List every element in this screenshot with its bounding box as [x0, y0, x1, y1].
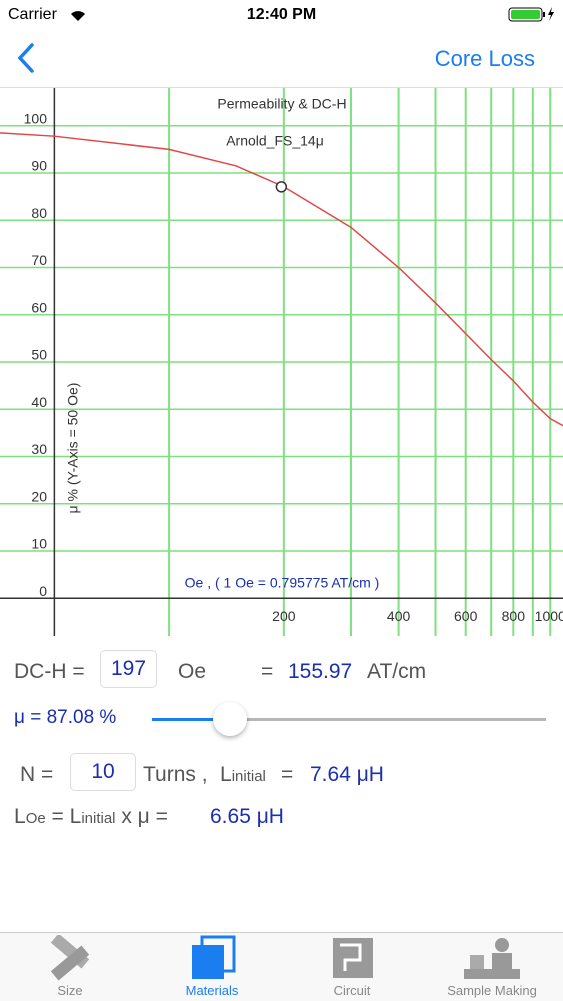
sub: Oe — [25, 810, 46, 827]
annotation: Oe , ( 1 Oe = 0.795775 AT/cm ) — [185, 575, 380, 591]
l: L — [14, 805, 26, 828]
x-tick-label: 400 — [387, 608, 411, 624]
sample-making-icon — [464, 938, 520, 979]
eq: x μ = — [115, 805, 174, 828]
tab-bar: Size Materials Circuit Sample Making — [0, 932, 563, 1001]
formula: LOe = Linitial x μ = — [14, 805, 174, 829]
chart-subtitle: Arnold_FS_14μ — [226, 133, 324, 149]
x-tick-label: 200 — [272, 608, 296, 624]
y-tick-label: 30 — [31, 441, 47, 457]
y-tick-label: 10 — [31, 536, 47, 552]
chart-title: Permeability & DC-H — [217, 96, 346, 112]
eq: = — [45, 805, 70, 828]
value: 155.97 — [288, 660, 353, 683]
slider-fill — [152, 718, 231, 721]
size-icon — [50, 935, 90, 981]
value: 6.65 μH — [210, 805, 284, 828]
unit: Oe — [178, 660, 207, 683]
label: Turns , — [143, 763, 208, 786]
y-tick-label: 60 — [31, 299, 47, 315]
y-tick-label: 20 — [31, 488, 47, 504]
label: DC-H = — [14, 660, 85, 683]
materials-icon — [192, 935, 236, 979]
unit: AT/cm — [367, 660, 427, 683]
dch-input[interactable]: 197 — [100, 650, 158, 688]
y-axis-label: μ % (Y-Axis = 50 Oe) — [65, 383, 81, 514]
nav-bar: Core Loss — [0, 30, 563, 88]
x-tick-label: 600 — [454, 608, 478, 624]
y-tick-label: 0 — [39, 583, 47, 599]
slider-thumb[interactable] — [213, 702, 247, 736]
l: L — [220, 763, 232, 786]
sub: initial — [81, 810, 116, 827]
value: 7.64 μH — [310, 763, 384, 786]
y-tick-label: 100 — [24, 110, 48, 126]
x-tick-label: 800 — [502, 608, 526, 624]
slider-track[interactable] — [152, 718, 546, 721]
circuit-icon — [333, 938, 373, 978]
y-tick-label: 80 — [31, 205, 47, 221]
back-button[interactable] — [14, 42, 38, 74]
sub: initial — [231, 768, 266, 785]
core-loss-button[interactable]: Core Loss — [434, 46, 535, 71]
time: 12:40 PM — [246, 6, 317, 23]
tab[interactable]: Sample Making — [447, 983, 537, 998]
battery-icon — [508, 7, 554, 22]
tab[interactable]: Materials — [185, 983, 239, 998]
carrier: Carrier — [8, 6, 57, 23]
status-bar: Carrier 12:40 PM — [0, 0, 563, 30]
curve — [0, 132, 563, 427]
label: = — [261, 660, 274, 683]
mu-text: μ = 87.08 % — [14, 707, 117, 728]
chart: Permeability & DC-H Arnold_FS_14μ μ % (Y… — [0, 88, 563, 636]
x-tick-label: 1000 — [535, 608, 563, 624]
y-tick-label: 70 — [31, 252, 47, 268]
marker — [275, 181, 288, 193]
wifi-icon — [71, 11, 85, 21]
l: L — [69, 805, 82, 828]
label: Linitial — [220, 763, 266, 787]
label: N = — [20, 763, 54, 786]
n-input[interactable]: 10 — [70, 753, 136, 791]
y-tick-label: 40 — [31, 394, 47, 410]
label: = — [281, 763, 294, 786]
y-tick-label: 50 — [31, 347, 47, 363]
tab[interactable]: Circuit — [333, 983, 371, 998]
tab[interactable]: Size — [57, 983, 83, 998]
y-tick-label: 90 — [31, 158, 47, 174]
